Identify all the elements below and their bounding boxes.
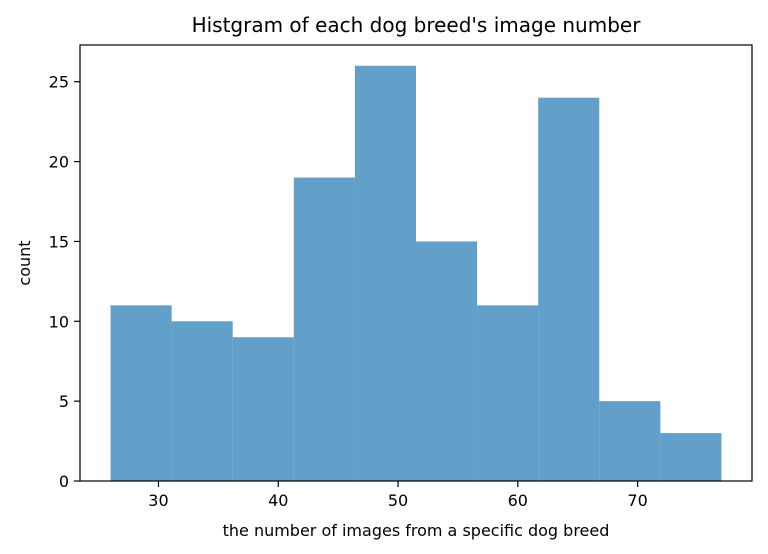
histogram-bar [232,337,294,481]
histogram-bar [477,305,539,481]
y-tick-label: 25 [49,73,69,92]
x-tick-label: 50 [388,491,408,510]
x-tick-label: 70 [627,491,647,510]
y-tick-label: 10 [49,312,69,331]
x-tick-label: 40 [268,491,288,510]
histogram-bar [354,65,416,481]
chart-title: Histgram of each dog breed's image numbe… [192,13,642,37]
histogram-bar [599,401,661,481]
histogram-bar [110,305,172,481]
histogram-bar [416,241,478,481]
bars-group [110,65,722,482]
histogram-bar [660,433,722,481]
y-tick-label: 20 [49,153,69,172]
y-tick-label: 5 [59,392,69,411]
histogram-bar [538,97,600,481]
plot-frame [79,44,753,482]
y-tick-label: 0 [59,472,69,491]
x-axis-label: the number of images from a specific dog… [223,521,610,540]
y-axis-ticks: 0 5 10 15 20 25 [49,73,80,491]
y-axis-label: count [15,240,34,285]
x-tick-label: 30 [148,491,168,510]
histogram-bar [293,177,355,482]
x-axis-ticks: 30 40 50 60 70 [148,481,648,510]
x-tick-label: 60 [508,491,528,510]
histogram-bar [171,321,233,481]
y-tick-label: 15 [49,232,69,251]
